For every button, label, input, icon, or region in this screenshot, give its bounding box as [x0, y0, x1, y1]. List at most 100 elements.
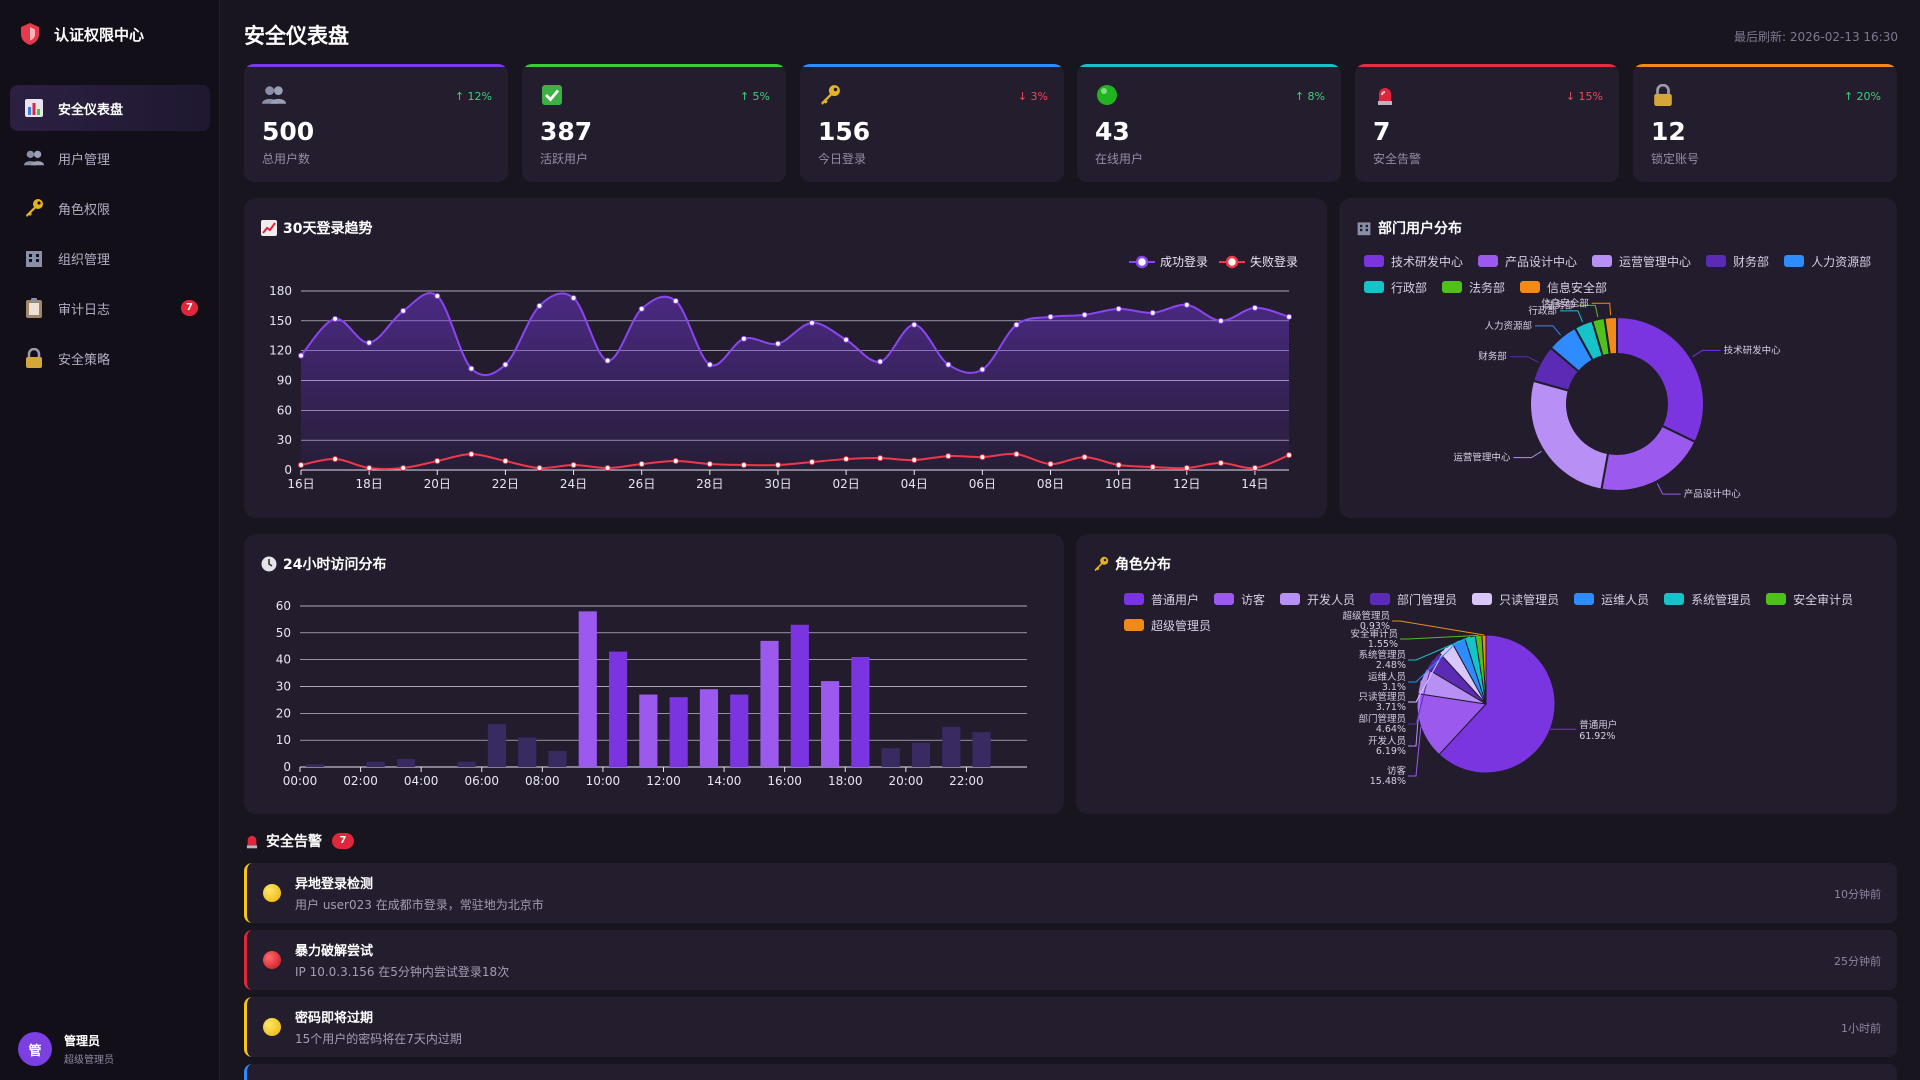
current-user[interactable]: 管 管理员 超级管理员 [18, 1032, 114, 1066]
data-point [400, 465, 407, 472]
legend-label: 产品设计中心 [1505, 254, 1578, 269]
alert-item[interactable]: 异地登录检测 用户 user023 在成都市登录，常驻地为北京市 10分钟前 [244, 863, 1897, 923]
x-tick-label: 18:00 [828, 774, 863, 788]
legend-item[interactable]: 只读管理员 [1472, 586, 1559, 612]
sidebar-item-policy[interactable]: 安全策略 [10, 335, 210, 381]
hourly-access-chart: 0 10 20 30 40 50 60 00:00 02:00 04:00 06:00 08:00 10… [276, 599, 1027, 788]
stat-value: 156 [818, 117, 871, 146]
legend-label: 运维人员 [1601, 592, 1650, 607]
alert-time: 25分钟前 [1834, 955, 1881, 968]
stat-label: 活跃用户 [540, 152, 589, 166]
role-distribution-panel: 角色分布 普通用户 访客 开发人员 部门管理员 只读管理员 运维人员 系统管理员 安全审计员超… [1076, 534, 1897, 814]
x-tick-label: 28日 [696, 477, 723, 491]
data-point [774, 462, 781, 469]
check-icon [542, 85, 562, 105]
stat-value: 7 [1373, 117, 1391, 146]
legend-item[interactable]: 访客 [1214, 586, 1265, 612]
label-leader [1591, 302, 1612, 316]
alert-item[interactable]: 暴力破解尝试 IP 10.0.3.156 在5分钟内尝试登录18次 25分钟前 [244, 930, 1897, 990]
data-point [740, 335, 747, 342]
label-leader [1559, 310, 1584, 323]
stat-card-locked-accounts: ↑ 20% 12 锁定账号 [1633, 64, 1897, 182]
data-point [1081, 454, 1088, 461]
sidebar-item-audit[interactable]: 审计日志 7 [10, 285, 210, 331]
legend-item[interactable]: 普通用户 [1124, 586, 1199, 612]
alarm-icon [244, 833, 260, 849]
legend-item[interactable]: 超级管理员 [1124, 612, 1211, 638]
legend-label: 安全审计员 [1793, 592, 1854, 607]
alert-title: 密码即将过期 [295, 1011, 374, 1026]
legend-swatch [1364, 255, 1384, 267]
data-point [1115, 462, 1122, 469]
stat-trend: ↑ 12% [454, 90, 492, 103]
user-name: 管理员 [64, 1034, 101, 1048]
data-point [1047, 313, 1054, 320]
legend-item[interactable]: 人力资源部 [1784, 248, 1871, 274]
y-tick-label: 50 [276, 626, 291, 640]
alert-item[interactable] [244, 1064, 1897, 1080]
bar [911, 742, 931, 767]
bar [639, 694, 658, 767]
label-leader [1408, 680, 1422, 747]
sidebar-item-org[interactable]: 组织管理 [10, 235, 210, 281]
legend-item[interactable]: 技术研发中心 [1364, 248, 1463, 274]
sidebar-item-roles[interactable]: 角色权限 [10, 185, 210, 231]
lock-icon [1654, 84, 1672, 106]
legend-item[interactable]: 安全审计员 [1766, 586, 1853, 612]
data-point [502, 458, 509, 465]
data-point [945, 453, 952, 460]
sidebar-item-users[interactable]: 用户管理 [10, 135, 210, 181]
legend-item[interactable]: 行政部 [1364, 274, 1427, 300]
panel-title-text: 24小时访问分布 [283, 557, 387, 573]
data-point [979, 454, 986, 461]
bar [578, 611, 597, 767]
data-point [945, 361, 952, 368]
data-point [1115, 305, 1122, 312]
data-point [1149, 464, 1156, 471]
stat-value: 43 [1095, 117, 1130, 146]
bar [548, 750, 567, 767]
data-point [843, 456, 850, 463]
data-point [332, 456, 339, 463]
legend-item[interactable]: 部门管理员 [1370, 586, 1457, 612]
y-tick-label: 30 [277, 433, 292, 447]
legend-item[interactable]: 法务部 [1442, 274, 1505, 300]
sidebar-item-dashboard[interactable]: 安全仪表盘 [10, 85, 210, 131]
bar [760, 640, 779, 767]
legend-label: 财务部 [1733, 254, 1770, 269]
panel-title: 30天登录趋势 [261, 218, 372, 238]
legend-label: 运营管理中心 [1619, 254, 1692, 269]
slice-label: 技术研发中心 [1724, 344, 1782, 356]
data-point [911, 457, 918, 464]
alert-desc: 15个用户的密码将在7天内过期 [295, 1032, 462, 1046]
key-icon [821, 85, 840, 105]
alert-time: 10分钟前 [1834, 888, 1881, 901]
sidebar-nav: 安全仪表盘 用户管理 角色权限 组织管理 审计日志 7 安全策略 [10, 85, 210, 385]
x-tick-label: 00:00 [283, 774, 318, 788]
alarm-icon [1378, 88, 1392, 105]
legend-item[interactable]: 信息安全部 [1520, 274, 1607, 300]
legend-item[interactable]: 财务部 [1706, 248, 1769, 274]
x-tick-label: 14:00 [707, 774, 742, 788]
x-tick-label: 26日 [628, 477, 655, 491]
legend-item[interactable]: 运维人员 [1574, 586, 1649, 612]
legend-swatch [1280, 593, 1301, 605]
legend-item[interactable]: 产品设计中心 [1478, 248, 1577, 274]
alert-time: 1小时前 [1841, 1022, 1881, 1035]
alert-desc: 用户 user023 在成都市登录，常驻地为北京市 [295, 898, 544, 912]
legend-item[interactable]: 开发人员 [1280, 586, 1355, 612]
slice-label: 运维人员 [1368, 671, 1406, 683]
shield-icon [21, 23, 39, 45]
legend-item[interactable]: 运营管理中心 [1592, 248, 1691, 274]
alert-item[interactable]: 密码即将过期 15个用户的密码将在7天内过期 1小时前 [244, 997, 1897, 1057]
data-point [1217, 460, 1224, 467]
stat-card-total-users: ↑ 12% 500 总用户数 [244, 64, 508, 182]
audit-count-badge: 7 [181, 300, 198, 316]
data-point [1217, 317, 1224, 324]
x-tick-label: 22:00 [949, 774, 984, 788]
legend-item[interactable]: 系统管理员 [1664, 586, 1751, 612]
x-tick-label: 12:00 [646, 774, 681, 788]
data-point [502, 361, 509, 368]
legend-label: 法务部 [1469, 280, 1506, 295]
stat-trend: ↓ 15% [1565, 90, 1603, 103]
